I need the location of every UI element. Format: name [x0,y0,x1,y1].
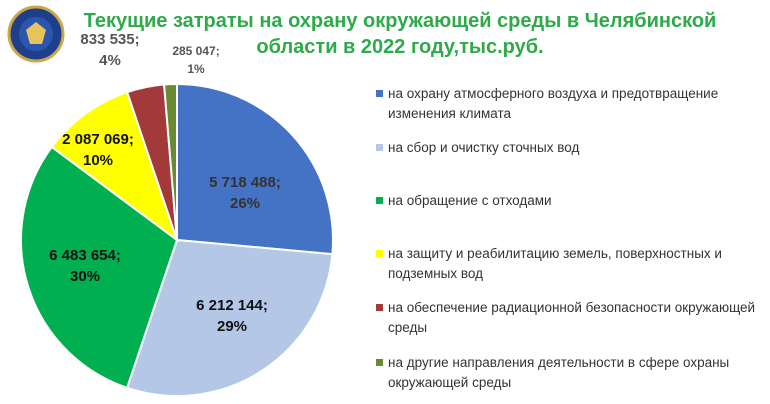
data-label: 5 718 488; [209,174,281,191]
legend-entry: на охрану атмосферного воздуха и предотв… [376,84,770,124]
pie-slice [20,145,179,390]
data-label: 833 535; [80,31,139,48]
percent-label: 4% [99,52,121,69]
percent-label: 30% [70,268,100,285]
percent-label: 10% [83,152,113,169]
data-label: 6 483 654; [49,247,121,264]
legend-entry: на обеспечение радиационной безопасности… [376,298,770,338]
legend-swatch [376,304,383,311]
pie-slice [125,238,334,397]
percent-label: 1% [187,62,205,76]
legend-swatch [376,90,383,97]
legend-entry: на другие направления деятельности в сфе… [376,353,770,393]
legend-swatch [376,250,383,257]
data-label: 6 212 144; [196,297,268,314]
logo [7,5,65,63]
legend-label: на обращение с отходами [388,193,552,208]
legend-swatch [376,359,383,366]
legend-swatch [376,144,383,151]
pie-slice [176,82,334,256]
legend-label: на сбор и очистку сточных вод [388,140,580,155]
data-label: 2 087 069; [62,131,134,148]
legend-label: на обеспечение радиационной безопасности… [388,300,756,335]
pie-slice [50,90,179,243]
legend-label: на другие направления деятельности в сфе… [388,355,730,390]
legend-entry: на обращение с отходами [376,191,770,211]
legend-entry: на защиту и реабилитацию земель, поверхн… [376,244,770,284]
data-label: 285 047; [172,44,219,58]
legend-label: на охрану атмосферного воздуха и предотв… [388,86,719,121]
percent-label: 29% [217,318,247,335]
legend-entry: на сбор и очистку сточных вод [376,138,770,158]
legend-label: на защиту и реабилитацию земель, поверхн… [388,246,722,281]
percent-label: 26% [230,195,260,212]
legend-swatch [376,197,383,204]
pie-slice [163,82,178,241]
chart-title: Текущие затраты на охрану окружающей сре… [83,10,717,58]
